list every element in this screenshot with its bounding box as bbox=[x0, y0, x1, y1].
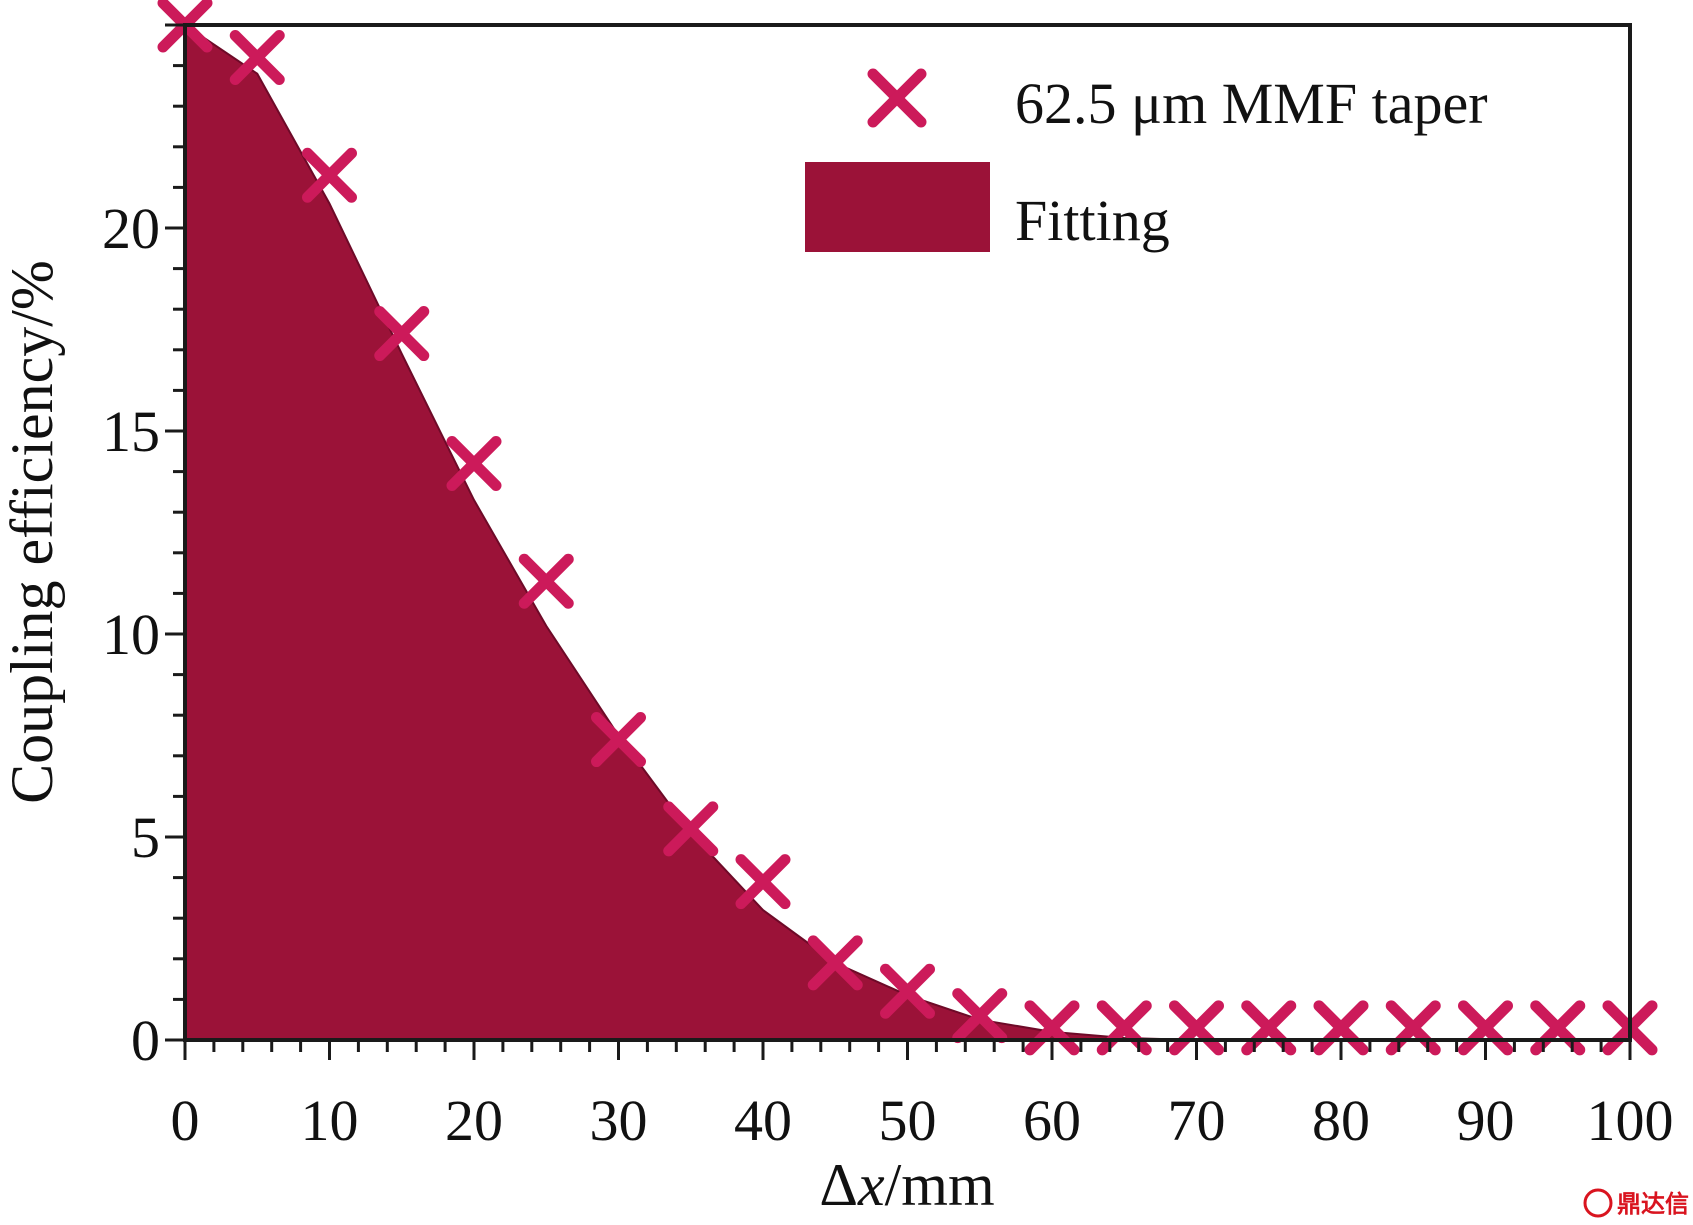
x-tick-label: 60 bbox=[1023, 1088, 1081, 1153]
y-axis-title: Coupling efficiency/% bbox=[0, 260, 65, 804]
x-tick-label: 70 bbox=[1168, 1088, 1226, 1153]
x-tick-label: 10 bbox=[301, 1088, 359, 1153]
data-marker-layer bbox=[157, 0, 1658, 1056]
data-point-marker bbox=[518, 553, 574, 609]
legend: 62.5 μm MMF taper Fitting bbox=[805, 68, 1488, 253]
legend-marker-x bbox=[867, 68, 927, 128]
tick-layer bbox=[165, 23, 1632, 1060]
data-point-marker bbox=[1458, 1000, 1513, 1056]
x-tick-label: 0 bbox=[171, 1088, 200, 1153]
x-tick-labels: 0 10 20 30 40 50 60 70 80 90 100 bbox=[171, 1088, 1674, 1153]
data-point-marker bbox=[591, 712, 646, 768]
data-point-marker bbox=[1024, 1000, 1080, 1056]
watermark-logo-icon bbox=[1583, 1188, 1613, 1218]
watermark-text: 鼎达信 bbox=[1617, 1190, 1689, 1218]
data-point-marker bbox=[1313, 1000, 1369, 1056]
x-tick-label: 50 bbox=[879, 1088, 937, 1153]
y-tick-label: 5 bbox=[131, 805, 160, 870]
data-point-marker bbox=[302, 147, 357, 203]
x-tick-label: 90 bbox=[1457, 1088, 1515, 1153]
x-axis-title: Δx/mm bbox=[819, 1152, 994, 1218]
x-tick-label: 100 bbox=[1587, 1088, 1674, 1153]
data-point-marker bbox=[735, 854, 791, 910]
y-tick-label: 10 bbox=[102, 602, 160, 667]
y-tick-label: 15 bbox=[102, 399, 160, 464]
x-tick-label: 80 bbox=[1312, 1088, 1370, 1153]
data-point-marker bbox=[1169, 1000, 1224, 1056]
x-tick-label: 30 bbox=[590, 1088, 648, 1153]
y-tick-label: 0 bbox=[131, 1008, 160, 1073]
data-point-marker bbox=[663, 801, 719, 857]
data-point-marker bbox=[374, 306, 430, 362]
legend-x-icon bbox=[867, 68, 927, 128]
y-tick-labels: 0 5 10 15 20 bbox=[102, 196, 160, 1073]
x-tick-label: 40 bbox=[734, 1088, 792, 1153]
data-point-marker bbox=[229, 29, 285, 85]
x-tick-label: 20 bbox=[445, 1088, 503, 1153]
data-point-marker bbox=[446, 435, 502, 491]
legend-swatch-fitting bbox=[805, 162, 990, 252]
data-point-marker bbox=[880, 963, 935, 1019]
y-tick-label: 20 bbox=[102, 196, 160, 261]
data-point-marker bbox=[952, 988, 1008, 1044]
watermark: 鼎达信 bbox=[1583, 1188, 1689, 1218]
data-point-marker bbox=[807, 935, 863, 991]
legend-label-data: 62.5 μm MMF taper bbox=[1015, 71, 1488, 136]
legend-label-fitting: Fitting bbox=[1015, 188, 1170, 253]
